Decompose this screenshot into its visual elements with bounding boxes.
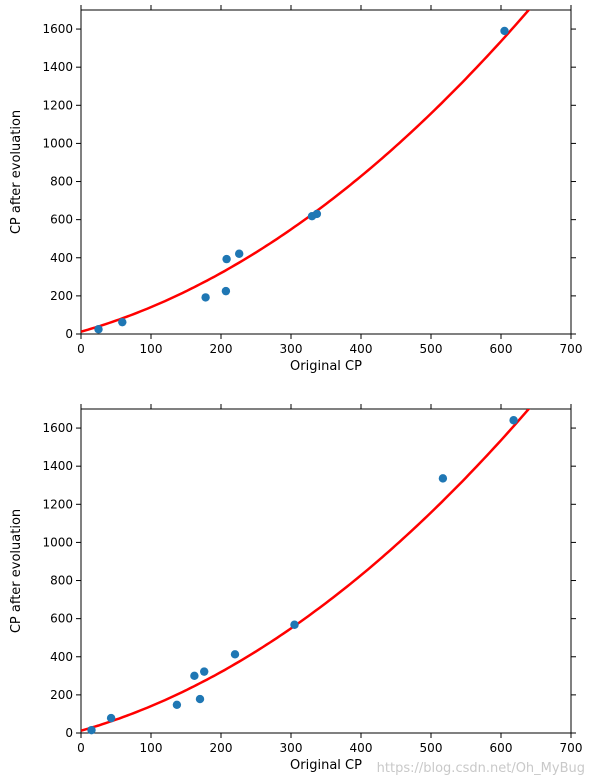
scatter-point: [500, 26, 509, 36]
fit-curve-line: [81, 10, 531, 333]
y-tick-label: 600: [50, 213, 73, 227]
x-tick-label: 500: [420, 741, 443, 755]
y-tick-label: 0: [65, 726, 73, 740]
scatter-point: [509, 416, 518, 425]
y-tick-label: 1600: [42, 421, 73, 435]
scatter-point: [221, 286, 231, 296]
x-tick-label: 400: [350, 741, 373, 755]
y-tick-label: 1200: [42, 98, 73, 112]
x-tick-label: 600: [490, 741, 513, 755]
plot-bottom: 0 100 200 300 400 500 600 700 0 200 400 600 800 1000 1…: [9, 404, 583, 773]
y-tick-label: 1400: [42, 459, 73, 473]
scatter-point: [222, 254, 231, 264]
x-tick-label: 200: [210, 342, 233, 356]
scatter-point: [201, 293, 210, 302]
y-axis-label: CP after evoluation: [9, 110, 24, 234]
plot-top: 0 100 200 300 400 500 600 700 0 200 400 600 800 1000 1…: [9, 5, 583, 374]
scatter-point: [235, 249, 244, 258]
y-tick-label: 200: [50, 688, 73, 702]
scatter-point: [200, 667, 209, 676]
y-tick-label: 400: [50, 650, 73, 664]
scatter-point: [312, 209, 322, 219]
axes-frame: [80, 408, 572, 734]
y-tick-label: 400: [50, 251, 73, 265]
y-tick-label: 1400: [42, 60, 73, 74]
scatter-point: [290, 620, 299, 629]
y-tick-label: 1600: [42, 22, 73, 36]
x-tick-label: 500: [420, 342, 443, 356]
x-tick-label: 0: [77, 342, 85, 356]
x-tick-label: 300: [280, 342, 303, 356]
y-tick-label: 1000: [42, 136, 73, 150]
y-tick-label: 0: [65, 327, 73, 341]
x-tick-label: 600: [490, 342, 513, 356]
scatter-point: [438, 474, 448, 483]
x-axis-label: Original CP: [290, 758, 362, 773]
y-tick-label: 200: [50, 289, 73, 303]
scatter-point: [118, 317, 127, 327]
x-tick-label: 200: [210, 741, 233, 755]
scatter-point: [190, 671, 199, 681]
axes-frame: [80, 9, 572, 335]
x-tick-label: 0: [77, 741, 85, 755]
y-tick-label: 1000: [42, 535, 73, 549]
y-axis-label: CP after evoluation: [9, 509, 24, 633]
scatter-point: [94, 325, 103, 334]
scatter-point: [87, 725, 96, 735]
scatter-point: [230, 650, 240, 659]
scatter-point: [172, 700, 182, 709]
x-axis-label: Original CP: [290, 359, 362, 374]
fit-curve-line: [81, 409, 531, 732]
scatter-point: [195, 694, 205, 704]
x-tick-label: 400: [350, 342, 373, 356]
x-tick-label: 100: [140, 342, 163, 356]
x-tick-label: 300: [280, 741, 303, 755]
y-tick-label: 600: [50, 612, 73, 626]
y-tick-label: 800: [50, 175, 73, 189]
y-tick-label: 800: [50, 574, 73, 588]
x-tick-label: 700: [560, 741, 583, 755]
scatter-point: [106, 713, 116, 723]
y-tick-label: 1200: [42, 497, 73, 511]
x-tick-label: 700: [560, 342, 583, 356]
watermark-text: https://blog.csdn.net/Oh_MyBug: [377, 761, 585, 776]
x-tick-label: 100: [140, 741, 163, 755]
